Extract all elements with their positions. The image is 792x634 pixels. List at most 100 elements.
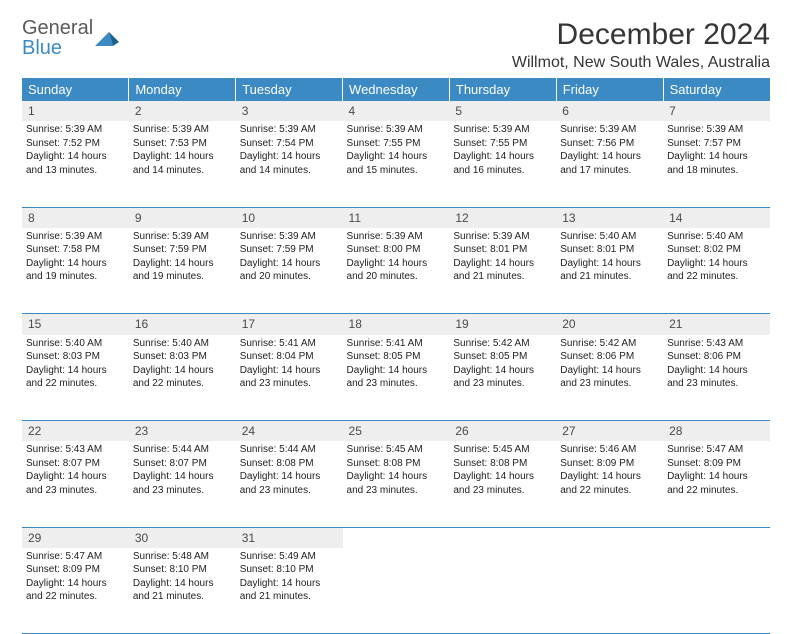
day-cell (663, 548, 770, 634)
daynum-row: 1234567 (22, 101, 770, 121)
daylight1-text: Daylight: 14 hours (26, 364, 125, 378)
day-number-cell: 31 (236, 527, 343, 548)
daylight2-text: and 23 minutes. (560, 377, 659, 391)
sunrise-text: Sunrise: 5:40 AM (560, 230, 659, 244)
day-number-cell: 20 (556, 314, 663, 335)
sunset-text: Sunset: 8:07 PM (133, 457, 232, 471)
sunrise-text: Sunrise: 5:40 AM (667, 230, 766, 244)
sunrise-text: Sunrise: 5:42 AM (453, 337, 552, 351)
sunset-text: Sunset: 8:05 PM (453, 350, 552, 364)
sunrise-text: Sunrise: 5:39 AM (667, 123, 766, 137)
daylight2-text: and 21 minutes. (560, 270, 659, 284)
brand-text: General Blue (22, 18, 93, 58)
sunset-text: Sunset: 8:06 PM (667, 350, 766, 364)
day-number-cell: 30 (129, 527, 236, 548)
daylight1-text: Daylight: 14 hours (560, 364, 659, 378)
day-cell: Sunrise: 5:41 AMSunset: 8:04 PMDaylight:… (236, 335, 343, 421)
day-cell (343, 548, 450, 634)
sunset-text: Sunset: 8:09 PM (560, 457, 659, 471)
sunset-text: Sunset: 8:08 PM (347, 457, 446, 471)
daylight1-text: Daylight: 14 hours (453, 364, 552, 378)
sunrise-text: Sunrise: 5:40 AM (133, 337, 232, 351)
sunset-text: Sunset: 7:57 PM (667, 137, 766, 151)
sunrise-text: Sunrise: 5:43 AM (26, 443, 125, 457)
day-number-cell: 24 (236, 421, 343, 442)
sunrise-text: Sunrise: 5:45 AM (347, 443, 446, 457)
daylight2-text: and 23 minutes. (240, 377, 339, 391)
daylight1-text: Daylight: 14 hours (133, 257, 232, 271)
daylight1-text: Daylight: 14 hours (667, 150, 766, 164)
daylight1-text: Daylight: 14 hours (240, 470, 339, 484)
weekday-header: Sunday (22, 78, 129, 101)
sunrise-text: Sunrise: 5:39 AM (453, 123, 552, 137)
daylight2-text: and 23 minutes. (347, 377, 446, 391)
day-cell: Sunrise: 5:48 AMSunset: 8:10 PMDaylight:… (129, 548, 236, 634)
logo-triangle-icon (95, 28, 119, 48)
daylight1-text: Daylight: 14 hours (453, 257, 552, 271)
sunrise-text: Sunrise: 5:48 AM (133, 550, 232, 564)
day-cell: Sunrise: 5:39 AMSunset: 8:00 PMDaylight:… (343, 228, 450, 314)
day-number-cell: 17 (236, 314, 343, 335)
sunrise-text: Sunrise: 5:39 AM (347, 123, 446, 137)
day-cell (556, 548, 663, 634)
daylight1-text: Daylight: 14 hours (240, 364, 339, 378)
week-row: Sunrise: 5:39 AMSunset: 7:58 PMDaylight:… (22, 228, 770, 314)
daylight2-text: and 22 minutes. (26, 590, 125, 604)
day-cell: Sunrise: 5:47 AMSunset: 8:09 PMDaylight:… (663, 441, 770, 527)
sunset-text: Sunset: 7:53 PM (133, 137, 232, 151)
sunset-text: Sunset: 7:55 PM (347, 137, 446, 151)
daylight2-text: and 23 minutes. (133, 484, 232, 498)
sunset-text: Sunset: 7:55 PM (453, 137, 552, 151)
calendar-table: Sunday Monday Tuesday Wednesday Thursday… (22, 78, 770, 634)
daynum-row: 891011121314 (22, 207, 770, 228)
daynum-row: 22232425262728 (22, 421, 770, 442)
sunrise-text: Sunrise: 5:47 AM (26, 550, 125, 564)
daylight1-text: Daylight: 14 hours (667, 257, 766, 271)
sunset-text: Sunset: 8:07 PM (26, 457, 125, 471)
day-number-cell: 25 (343, 421, 450, 442)
daylight1-text: Daylight: 14 hours (667, 364, 766, 378)
week-row: Sunrise: 5:40 AMSunset: 8:03 PMDaylight:… (22, 335, 770, 421)
weekday-header: Friday (556, 78, 663, 101)
sunrise-text: Sunrise: 5:45 AM (453, 443, 552, 457)
day-cell: Sunrise: 5:39 AMSunset: 7:59 PMDaylight:… (236, 228, 343, 314)
daylight2-text: and 22 minutes. (667, 484, 766, 498)
day-cell: Sunrise: 5:40 AMSunset: 8:03 PMDaylight:… (129, 335, 236, 421)
sunrise-text: Sunrise: 5:40 AM (26, 337, 125, 351)
day-cell: Sunrise: 5:41 AMSunset: 8:05 PMDaylight:… (343, 335, 450, 421)
title-block: December 2024 Willmot, New South Wales, … (512, 18, 770, 72)
sunset-text: Sunset: 7:54 PM (240, 137, 339, 151)
day-cell: Sunrise: 5:39 AMSunset: 7:56 PMDaylight:… (556, 121, 663, 207)
sunrise-text: Sunrise: 5:47 AM (667, 443, 766, 457)
daylight1-text: Daylight: 14 hours (347, 150, 446, 164)
day-cell: Sunrise: 5:43 AMSunset: 8:07 PMDaylight:… (22, 441, 129, 527)
day-number-cell (449, 527, 556, 548)
daylight2-text: and 19 minutes. (133, 270, 232, 284)
day-number-cell: 26 (449, 421, 556, 442)
daylight1-text: Daylight: 14 hours (560, 257, 659, 271)
sunrise-text: Sunrise: 5:44 AM (240, 443, 339, 457)
sunrise-text: Sunrise: 5:46 AM (560, 443, 659, 457)
daylight2-text: and 22 minutes. (667, 270, 766, 284)
sunset-text: Sunset: 8:08 PM (453, 457, 552, 471)
day-cell: Sunrise: 5:40 AMSunset: 8:03 PMDaylight:… (22, 335, 129, 421)
daylight1-text: Daylight: 14 hours (453, 150, 552, 164)
header: General Blue December 2024 Willmot, New … (22, 18, 770, 72)
sunset-text: Sunset: 7:59 PM (240, 243, 339, 257)
day-number-cell: 27 (556, 421, 663, 442)
sunset-text: Sunset: 8:01 PM (453, 243, 552, 257)
weekday-header: Monday (129, 78, 236, 101)
day-cell: Sunrise: 5:45 AMSunset: 8:08 PMDaylight:… (449, 441, 556, 527)
day-number-cell: 6 (556, 101, 663, 121)
brand-logo: General Blue (22, 18, 119, 58)
daylight2-text: and 22 minutes. (26, 377, 125, 391)
day-number-cell: 22 (22, 421, 129, 442)
sunrise-text: Sunrise: 5:41 AM (347, 337, 446, 351)
day-cell: Sunrise: 5:39 AMSunset: 7:55 PMDaylight:… (449, 121, 556, 207)
day-cell: Sunrise: 5:45 AMSunset: 8:08 PMDaylight:… (343, 441, 450, 527)
day-number-cell: 15 (22, 314, 129, 335)
day-number-cell: 28 (663, 421, 770, 442)
brand-line2: Blue (22, 38, 93, 58)
sunrise-text: Sunrise: 5:39 AM (240, 230, 339, 244)
sunrise-text: Sunrise: 5:39 AM (133, 230, 232, 244)
